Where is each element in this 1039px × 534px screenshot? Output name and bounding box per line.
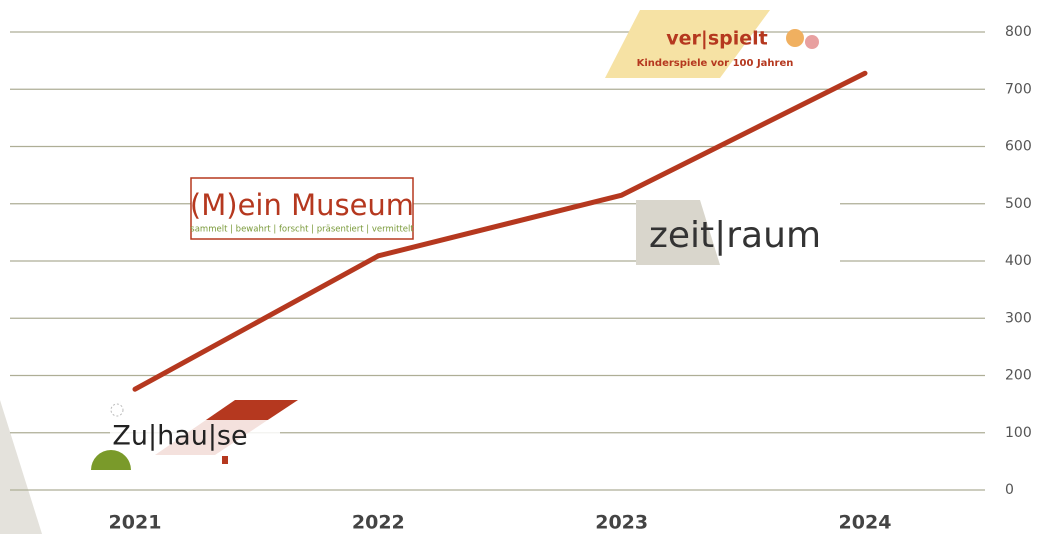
decor-triangle	[0, 400, 42, 534]
page: {"chart_data": {"type": "line", "categor…	[0, 0, 1039, 534]
logo-subtitle: sammelt | bewahrt | forscht | präsentier…	[190, 225, 414, 235]
logo-title: zeit|raum	[649, 215, 821, 256]
y-tick-label: 800	[1005, 24, 1032, 40]
y-tick-label: 400	[1005, 253, 1032, 269]
x-tick-label: 2021	[109, 512, 162, 534]
chart: (M)ein Museum sammelt | bewahrt | forsch…	[0, 0, 1039, 534]
y-tick-label: 600	[1005, 139, 1032, 155]
y-tick-label: 700	[1005, 81, 1032, 97]
logo-title: ver|spielt	[666, 28, 768, 50]
plot: 0 100 200 300 400 500 600 700 800 2021 2022 2023 202…	[109, 24, 1032, 534]
logo-title: Zu|hau|se	[112, 421, 247, 452]
logo-icon	[111, 404, 123, 416]
logo-title: (M)ein Museum	[190, 188, 414, 222]
logo-icon	[805, 35, 819, 49]
logo-icon	[786, 29, 804, 47]
y-tick-label: 0	[1005, 482, 1014, 498]
x-tick-label: 2023	[595, 512, 648, 534]
x-tick-label: 2022	[352, 512, 405, 534]
logo-subtitle: Kinderspiele vor 100 Jahren	[637, 58, 794, 69]
logos: (M)ein Museum sammelt | bewahrt | forsch…	[91, 10, 840, 470]
y-tick-label: 300	[1005, 310, 1032, 326]
x-tick-label: 2024	[839, 512, 892, 534]
y-tick-label: 100	[1005, 425, 1032, 441]
logo-icon	[222, 456, 228, 464]
y-tick-label: 500	[1005, 196, 1032, 212]
y-tick-label: 200	[1005, 368, 1032, 384]
